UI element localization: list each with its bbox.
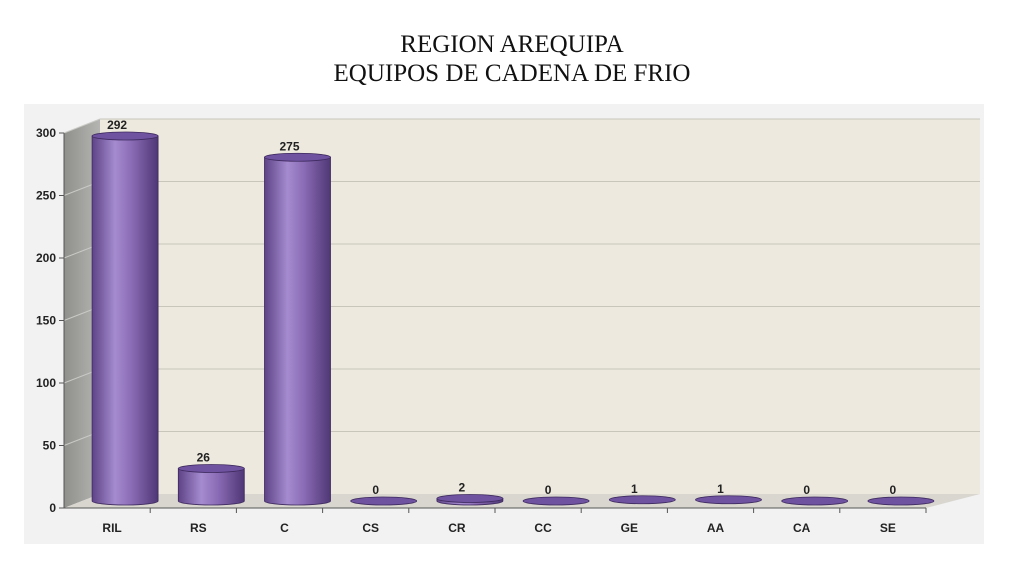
y-tick-label: 0 [49,501,56,515]
chart-title-line-1: REGION AREQUIPA [400,31,624,58]
y-tick-label: 150 [36,314,56,328]
x-tick-label: AA [707,521,725,535]
x-tick-label: RIL [102,521,121,535]
bar-chart: 050100150200250300292RIL26RS275C0CS2CR0C… [24,104,984,544]
chart-area: 0 50 100 150 200 250 300 292 RIL 26 RS 275 C 0 CS 2 CR 0 C… [24,104,984,544]
bar-top [91,131,159,141]
bar [177,468,245,506]
data-label: 2 [459,481,466,495]
bar-top [177,464,245,473]
chart-title: REGION AREQUIPA EQUIPOS DE CADENA DE FRI… [0,30,1024,88]
data-label: 0 [372,483,379,497]
side-gridline [63,118,101,134]
y-tick-label: 50 [43,439,57,453]
data-label: 275 [279,139,299,153]
chart-title-line-2: EQUIPOS DE CADENA DE FRIO [333,60,691,87]
x-tick-label: GE [621,521,638,535]
data-label: 1 [631,482,638,496]
y-tick-label: 250 [36,189,56,203]
bar-top [608,495,676,505]
bar-top [350,496,418,506]
bar-top [695,495,762,505]
bar-top [522,496,590,506]
bar-top [867,496,935,506]
bar-top [264,152,331,162]
x-tick-label: CS [362,521,379,535]
bar-top [436,494,504,503]
y-tick-label: 100 [36,376,56,390]
x-tick-label: CA [793,521,811,535]
y-tick-label: 300 [36,126,56,140]
data-label: 26 [197,451,211,465]
bar [264,156,331,506]
data-label: 1 [717,482,724,496]
bar [91,135,159,506]
x-tick-label: RS [190,521,207,535]
bar-top [781,496,849,506]
data-label: 0 [890,483,897,497]
x-tick-label: CR [448,521,466,535]
y-tick-label: 200 [36,251,56,265]
x-tick-label: SE [880,521,896,535]
data-label: 292 [107,118,127,132]
x-tick-label: CC [534,521,552,535]
data-label: 0 [803,483,810,497]
data-label: 0 [545,483,552,497]
x-tick-label: C [280,521,289,535]
